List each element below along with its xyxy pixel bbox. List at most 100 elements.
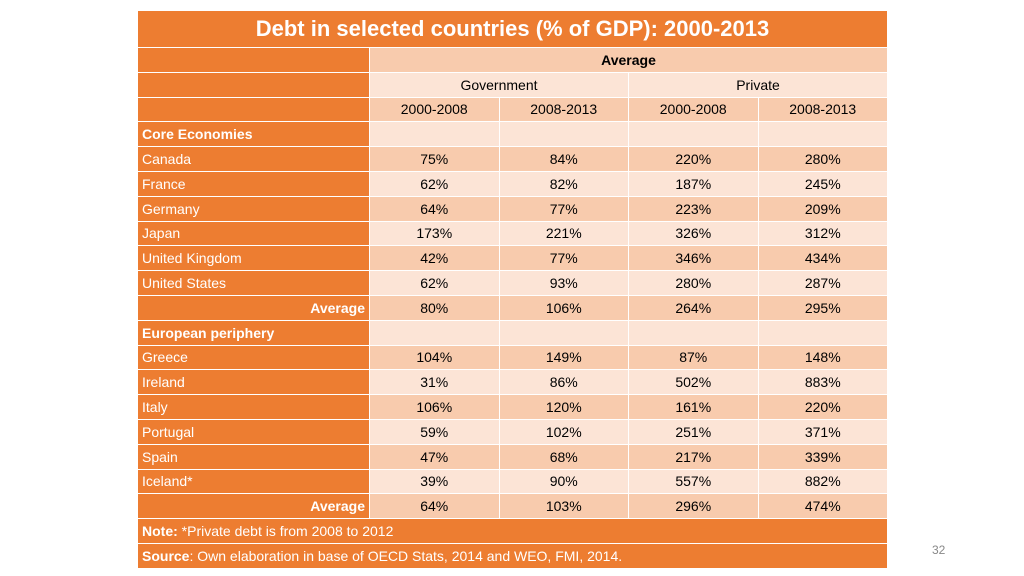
value-cell: 251%: [628, 418, 759, 445]
value-cell: 220%: [628, 146, 759, 172]
value-cell: 557%: [628, 468, 759, 495]
table-row: United States 62% 93% 280% 287%: [137, 270, 888, 296]
table-row: Spain 47% 68% 217% 339%: [137, 443, 888, 470]
average-value-cell: 296%: [628, 493, 759, 520]
value-cell: 59%: [369, 418, 500, 445]
table-row: Iceland* 39% 90% 557% 882%: [137, 468, 888, 495]
header-row-periods: 2000-2008 2008-2013 2000-2008 2008-2013: [137, 96, 888, 123]
country-label: Canada: [137, 146, 370, 172]
country-label: Greece: [137, 344, 370, 371]
header-government: Government: [369, 71, 629, 98]
value-cell: 371%: [757, 418, 888, 445]
country-label: Iceland*: [137, 468, 370, 495]
average-value-cell: 64%: [369, 493, 500, 520]
section-heading: European periphery: [137, 319, 370, 346]
header-row-average: Average: [137, 47, 888, 73]
source-cell: Source: Own elaboration in base of OECD …: [137, 542, 888, 569]
note-cell: Note: *Private debt is from 2008 to 2012: [137, 518, 888, 544]
value-cell: 77%: [498, 195, 629, 222]
table-row: France 62% 82% 187% 245%: [137, 170, 888, 197]
value-cell: 209%: [757, 195, 888, 222]
table-row: United Kingdom 42% 77% 346% 434%: [137, 245, 888, 272]
section-heading-row: Core Economies: [137, 121, 888, 148]
value-cell: 93%: [498, 270, 629, 296]
header-period: 2008-2013: [498, 96, 629, 123]
value-cell: 102%: [498, 418, 629, 445]
empty-cell: [498, 121, 629, 148]
empty-cell: [498, 319, 629, 346]
empty-cell: [757, 319, 888, 346]
average-label: Average: [137, 294, 370, 321]
country-label: France: [137, 170, 370, 197]
header-average: Average: [369, 47, 888, 73]
value-cell: 75%: [369, 146, 500, 172]
value-cell: 64%: [369, 195, 500, 222]
header-period: 2000-2008: [628, 96, 759, 123]
value-cell: 39%: [369, 468, 500, 495]
value-cell: 326%: [628, 220, 759, 247]
value-cell: 47%: [369, 443, 500, 470]
average-value-cell: 264%: [628, 294, 759, 321]
average-value-cell: 474%: [757, 493, 888, 520]
debt-table-body: Debt in selected countries (% of GDP): 2…: [137, 10, 888, 569]
value-cell: 86%: [498, 369, 629, 396]
value-cell: 502%: [628, 369, 759, 396]
country-label: Portugal: [137, 418, 370, 445]
table-row: Portugal 59% 102% 251% 371%: [137, 418, 888, 445]
value-cell: 434%: [757, 245, 888, 272]
value-cell: 312%: [757, 220, 888, 247]
value-cell: 221%: [498, 220, 629, 247]
value-cell: 31%: [369, 369, 500, 396]
value-cell: 77%: [498, 245, 629, 272]
note-text: *Private debt is from 2008 to 2012: [177, 523, 394, 540]
header-private: Private: [628, 71, 888, 98]
table-row: Germany 64% 77% 223% 209%: [137, 195, 888, 222]
average-value-cell: 106%: [498, 294, 629, 321]
value-cell: 280%: [628, 270, 759, 296]
debt-table: Debt in selected countries (% of GDP): 2…: [137, 10, 888, 569]
value-cell: 220%: [757, 394, 888, 420]
value-cell: 173%: [369, 220, 500, 247]
header-corner-cell: [137, 71, 370, 98]
value-cell: 280%: [757, 146, 888, 172]
header-period: 2000-2008: [369, 96, 500, 123]
value-cell: 883%: [757, 369, 888, 396]
source-row: Source: Own elaboration in base of OECD …: [137, 542, 888, 569]
empty-cell: [757, 121, 888, 148]
value-cell: 84%: [498, 146, 629, 172]
value-cell: 42%: [369, 245, 500, 272]
value-cell: 339%: [757, 443, 888, 470]
source-label: Source: [142, 547, 190, 564]
value-cell: 104%: [369, 344, 500, 371]
value-cell: 62%: [369, 270, 500, 296]
header-row-group: Government Private: [137, 71, 888, 98]
header-corner-cell: [137, 96, 370, 123]
header-corner-cell: [137, 47, 370, 73]
value-cell: 82%: [498, 170, 629, 197]
table-row: Canada 75% 84% 220% 280%: [137, 146, 888, 172]
value-cell: 68%: [498, 443, 629, 470]
value-cell: 223%: [628, 195, 759, 222]
title-row: Debt in selected countries (% of GDP): 2…: [137, 10, 888, 48]
country-label: United Kingdom: [137, 245, 370, 272]
value-cell: 148%: [757, 344, 888, 371]
empty-cell: [369, 319, 500, 346]
empty-cell: [628, 319, 759, 346]
note-row: Note: *Private debt is from 2008 to 2012: [137, 518, 888, 544]
table-title: Debt in selected countries (% of GDP): 2…: [137, 10, 888, 48]
value-cell: 149%: [498, 344, 629, 371]
value-cell: 62%: [369, 170, 500, 197]
average-value-cell: 80%: [369, 294, 500, 321]
table-row: Italy 106% 120% 161% 220%: [137, 394, 888, 420]
value-cell: 245%: [757, 170, 888, 197]
country-label: Italy: [137, 394, 370, 420]
average-row: Average 64% 103% 296% 474%: [137, 493, 888, 520]
value-cell: 90%: [498, 468, 629, 495]
country-label: Japan: [137, 220, 370, 247]
section-heading-row: European periphery: [137, 319, 888, 346]
value-cell: 106%: [369, 394, 500, 420]
value-cell: 187%: [628, 170, 759, 197]
header-period: 2008-2013: [757, 96, 888, 123]
source-text: : Own elaboration in base of OECD Stats,…: [189, 547, 623, 564]
value-cell: 120%: [498, 394, 629, 420]
